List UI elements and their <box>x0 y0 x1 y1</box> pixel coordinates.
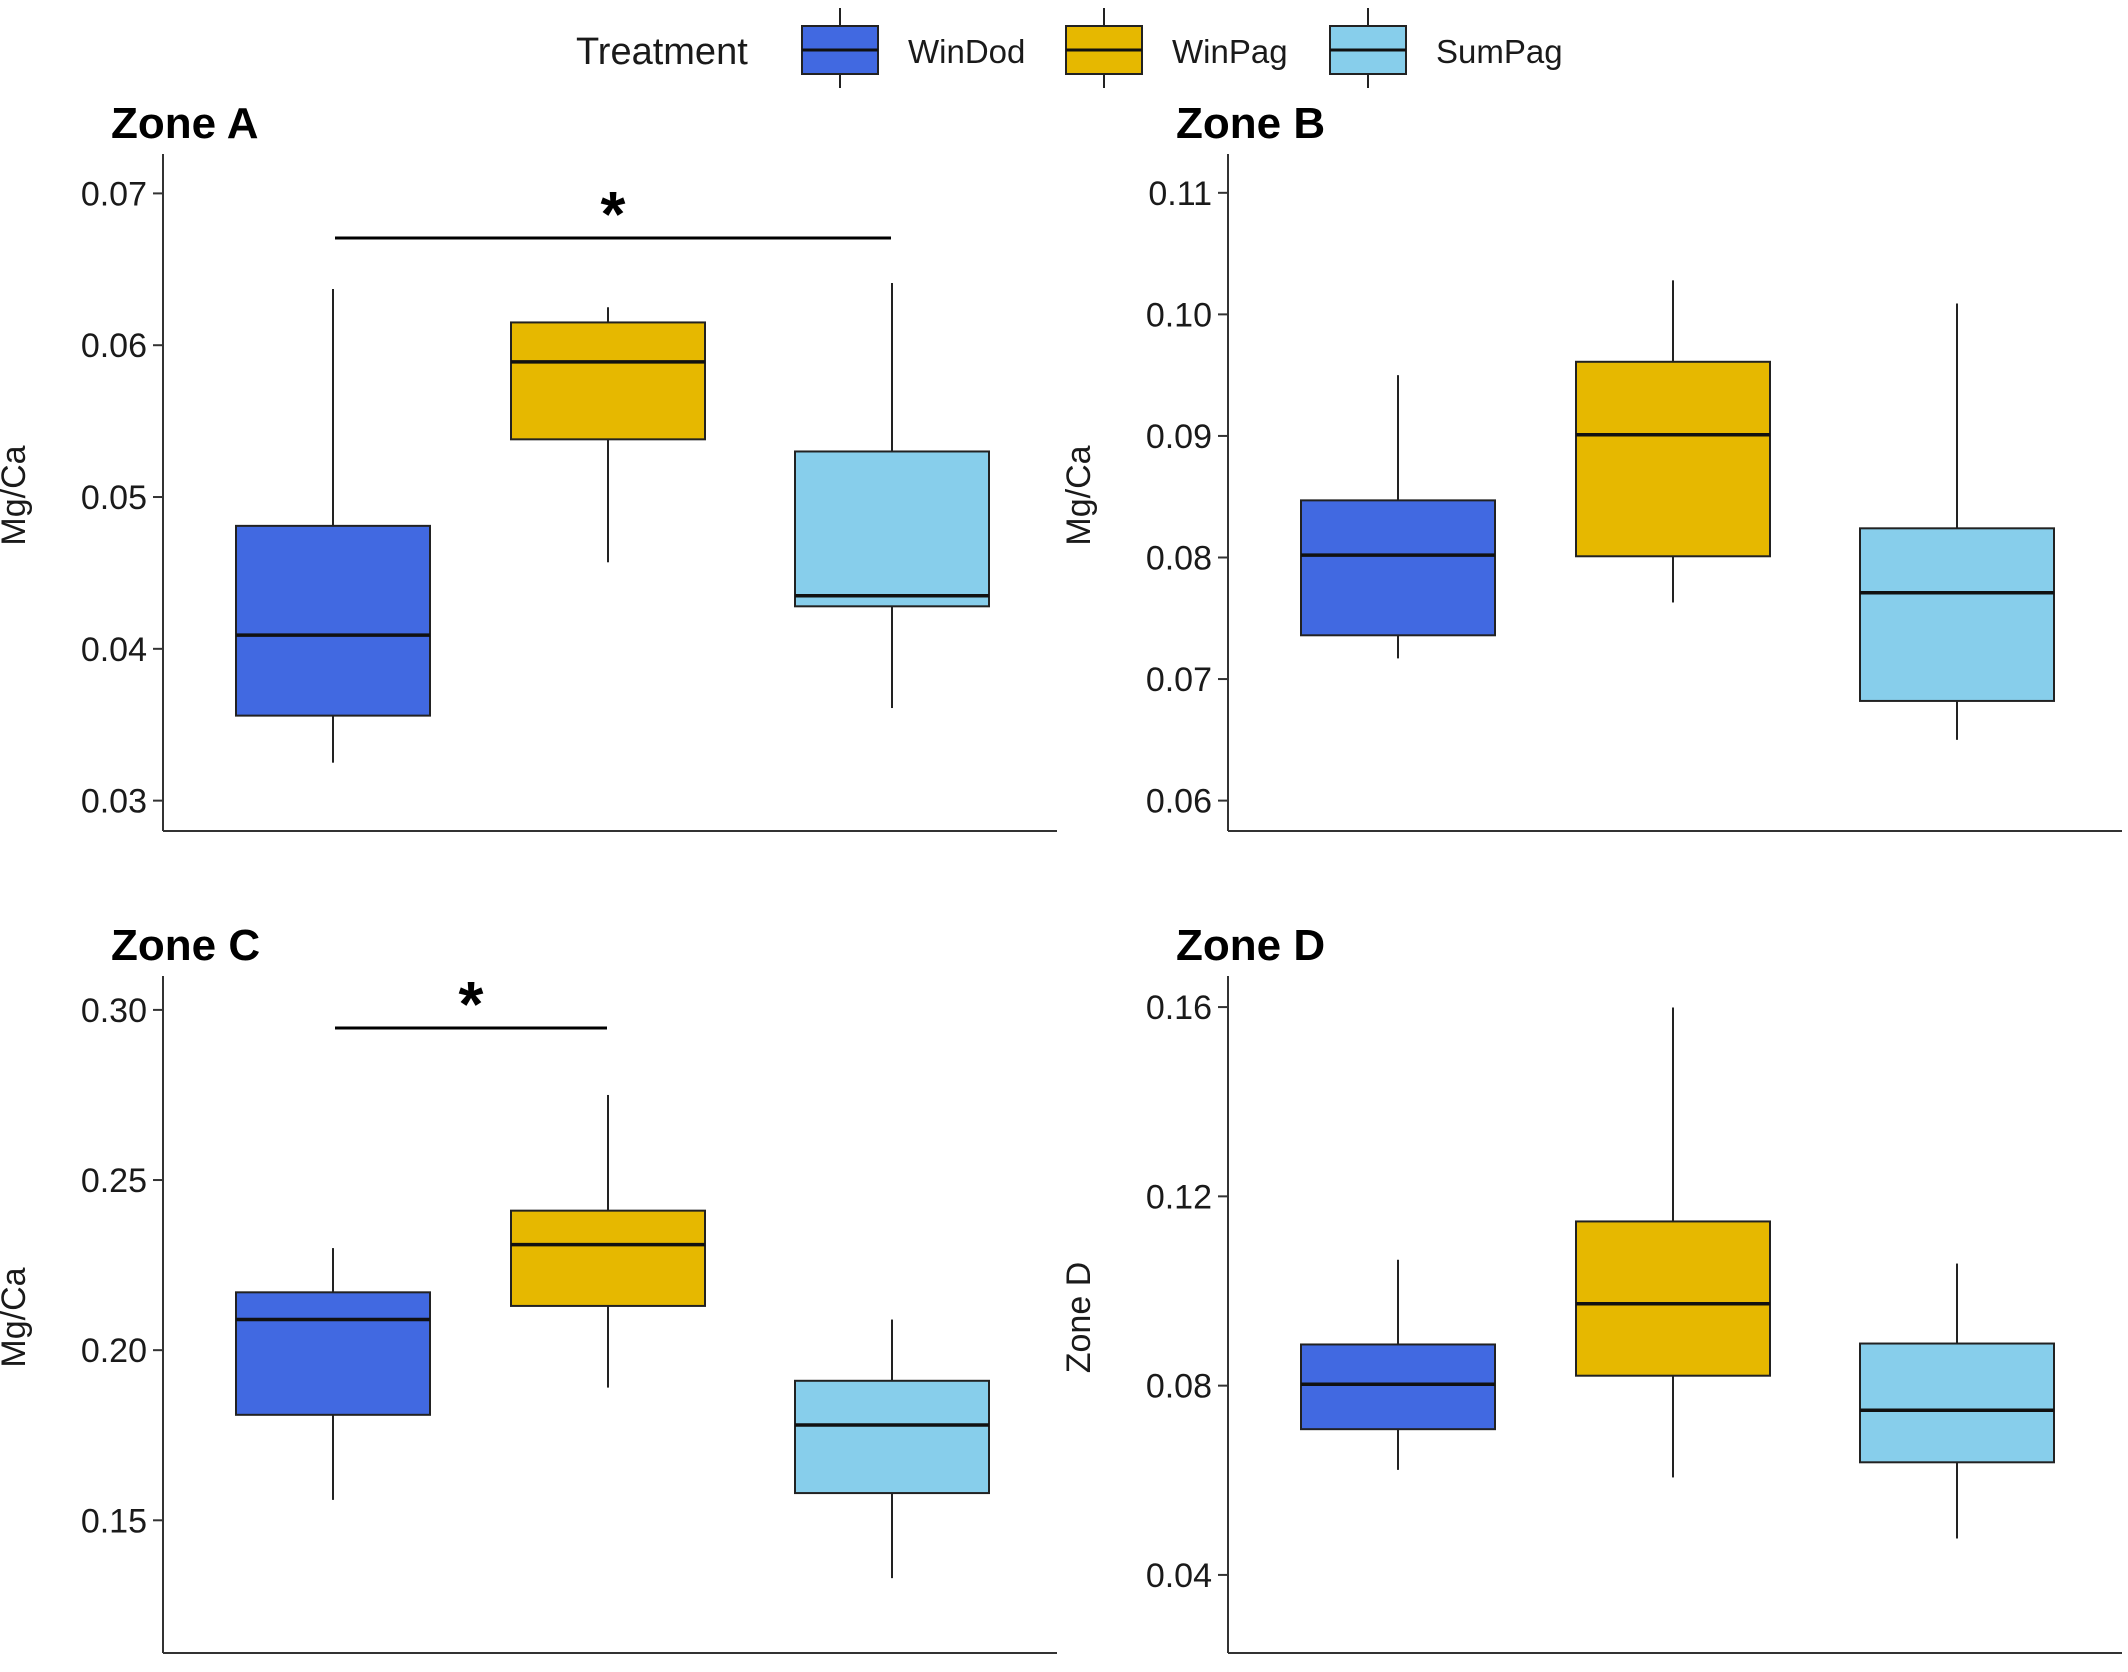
legend-item-sumpag: SumPag <box>1329 8 1563 88</box>
panel-title: Zone D <box>1176 921 1325 970</box>
box-windod <box>235 1248 431 1500</box>
y-tick-label: 0.08 <box>1146 1368 1212 1406</box>
y-axis-label: Mg/Ca <box>1060 445 1098 545</box>
iqr-box <box>1300 1343 1496 1431</box>
panel-zone-d: Zone D 0.04 0.08 0.12 0.16 Zone D <box>1060 921 2122 1654</box>
legend-item-windod: WinDod <box>801 8 1025 88</box>
y-tick-label: 0.16 <box>1146 989 1212 1027</box>
box-windod <box>1300 375 1496 659</box>
legend-item-winpag: WinPag <box>1065 8 1288 88</box>
y-tick-label: 0.11 <box>1148 175 1212 213</box>
y-tick-label: 0.15 <box>81 1502 147 1540</box>
panel-title: Zone A <box>111 99 258 148</box>
box-sumpag <box>1859 1263 2055 1539</box>
box-sumpag <box>1859 303 2055 740</box>
legend: Treatment WinDod WinPag SumPag <box>576 8 1563 88</box>
significance-star: * <box>601 178 626 250</box>
box-windod <box>235 289 431 763</box>
panel-zone-a: Zone A 0.03 0.04 0.05 0.06 0.07 Mg/Ca * <box>0 99 1057 832</box>
y-tick-label: 0.10 <box>1146 296 1212 334</box>
legend-label: SumPag <box>1436 33 1563 70</box>
legend-title: Treatment <box>576 31 748 73</box>
y-tick-label: 0.04 <box>1146 1557 1212 1595</box>
y-axis-label: Zone D <box>1060 1262 1098 1374</box>
significance-marker: * <box>335 178 891 250</box>
panel-title: Zone C <box>111 921 260 970</box>
y-tick-label: 0.07 <box>81 175 147 213</box>
y-tick-label: 0.03 <box>81 783 147 821</box>
y-axis-label: Mg/Ca <box>0 445 33 545</box>
y-tick-label: 0.08 <box>1146 539 1212 577</box>
iqr-box <box>1300 499 1496 637</box>
y-tick-label: 0.25 <box>81 1162 147 1200</box>
y-tick-label: 0.20 <box>81 1332 147 1370</box>
box-windod <box>1300 1259 1496 1470</box>
iqr-box <box>235 524 431 717</box>
iqr-box <box>794 1379 990 1495</box>
iqr-box <box>510 321 706 441</box>
iqr-box <box>235 1291 431 1416</box>
iqr-box <box>1575 1220 1771 1377</box>
iqr-box <box>1859 1342 2055 1464</box>
iqr-box <box>794 450 990 608</box>
iqr-box <box>1575 360 1771 558</box>
panel-title: Zone B <box>1176 99 1325 148</box>
y-tick-label: 0.12 <box>1146 1178 1212 1216</box>
legend-label: WinDod <box>908 33 1025 70</box>
y-tick-label: 0.04 <box>81 631 147 669</box>
box-sumpag <box>794 1319 990 1579</box>
box-sumpag <box>794 282 990 709</box>
legend-label: WinPag <box>1172 33 1288 70</box>
y-tick-label: 0.30 <box>81 992 147 1030</box>
y-tick-label: 0.07 <box>1146 661 1212 699</box>
iqr-box <box>1859 527 2055 702</box>
y-tick-label: 0.05 <box>81 479 147 517</box>
box-winpag <box>510 1094 706 1388</box>
y-tick-label: 0.06 <box>81 327 147 365</box>
significance-star: * <box>459 968 484 1040</box>
y-axis-label: Mg/Ca <box>0 1267 33 1367</box>
y-tick-label: 0.09 <box>1146 418 1212 456</box>
box-winpag <box>1575 280 1771 603</box>
iqr-box <box>510 1209 706 1307</box>
panels: Zone A 0.03 0.04 0.05 0.06 0.07 Mg/Ca * Zone B 0.… <box>0 99 2122 1654</box>
panel-zone-b: Zone B 0.06 0.07 0.08 0.09 0.10 0.11 Mg/Ca <box>1060 99 2122 832</box>
y-tick-label: 0.06 <box>1146 783 1212 821</box>
box-winpag <box>1575 1007 1771 1478</box>
panel-zone-c: Zone C 0.15 0.20 0.25 0.30 Mg/Ca * <box>0 921 1057 1654</box>
box-winpag <box>510 307 706 563</box>
significance-marker: * <box>335 968 607 1040</box>
